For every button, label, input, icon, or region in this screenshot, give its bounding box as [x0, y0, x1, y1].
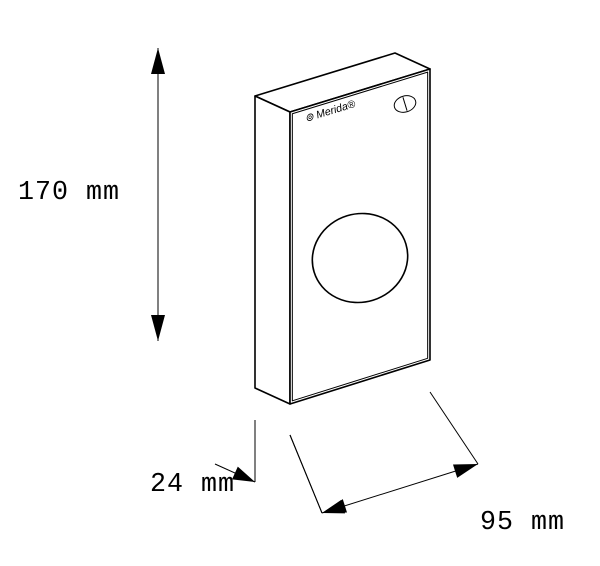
- dim-depth-label: 24 mm: [150, 470, 235, 500]
- dim-width-label: 95 mm: [480, 508, 565, 538]
- technical-drawing: ⊚ Merida®: [0, 0, 600, 566]
- dim-height-label: 170 mm: [18, 178, 120, 208]
